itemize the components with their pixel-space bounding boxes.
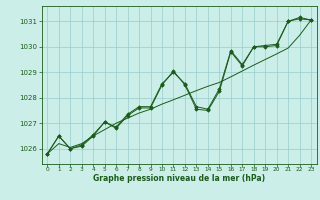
X-axis label: Graphe pression niveau de la mer (hPa): Graphe pression niveau de la mer (hPa) — [93, 174, 265, 183]
